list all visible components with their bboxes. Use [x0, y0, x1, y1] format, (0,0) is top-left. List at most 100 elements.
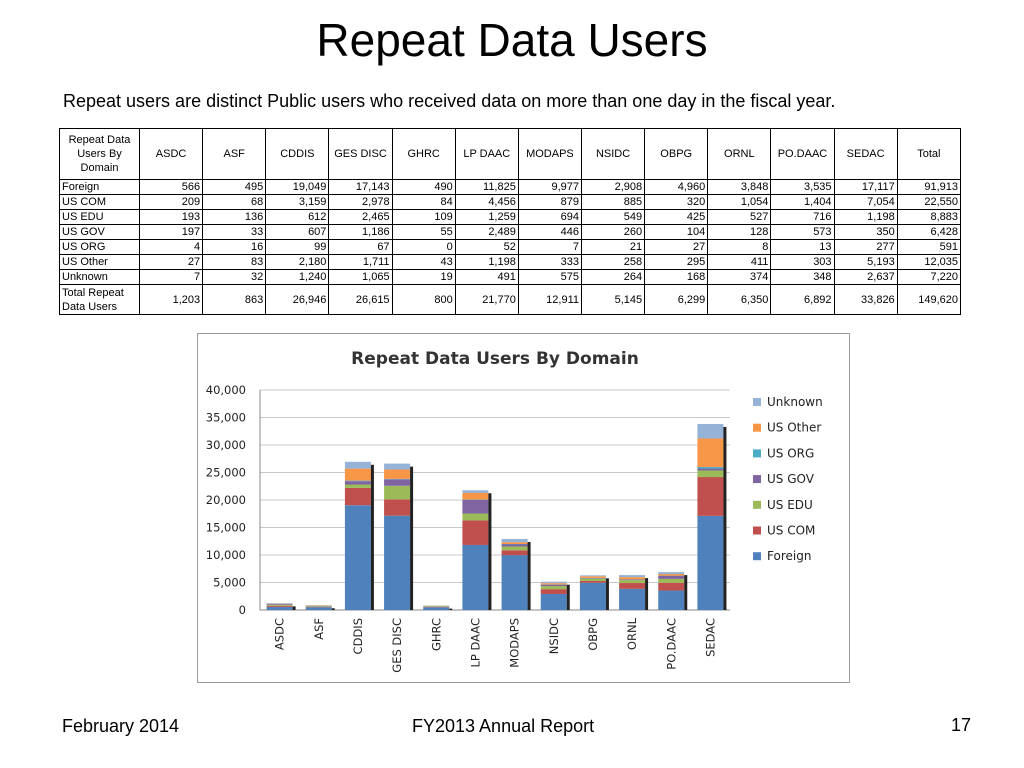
y-tick-label: 35,000 — [206, 411, 246, 425]
bar-shadow — [449, 608, 453, 610]
table-cell: 258 — [580, 254, 646, 270]
legend-swatch — [753, 475, 761, 484]
bar-segment — [462, 520, 489, 545]
table-cell: 104 — [644, 224, 709, 240]
repeat-users-table: Repeat Data Users By Domain ASDC ASF CDDIS G… — [59, 128, 962, 315]
chart-title: Repeat Data Users By Domain — [351, 349, 639, 369]
table-cell: 1,198 — [833, 209, 898, 225]
table-cell: 2,637 — [833, 269, 898, 285]
table-cell: 295 — [644, 254, 709, 270]
bar-segment — [384, 463, 411, 470]
column-header: CDDIS — [265, 128, 330, 180]
table-cell: 1,054 — [707, 194, 772, 210]
table-cell: 43 — [391, 254, 456, 270]
row-label: Foreign — [59, 179, 140, 195]
table-cell: 527 — [707, 209, 772, 225]
bar-segment — [266, 606, 293, 610]
bar-segment — [619, 575, 646, 578]
table-cell: 800 — [391, 284, 456, 315]
bar-segment — [462, 544, 489, 610]
legend-swatch — [753, 526, 761, 535]
table-cell: 4,456 — [454, 194, 519, 210]
bar-segment — [423, 607, 450, 610]
column-header: Total — [896, 128, 962, 180]
table-cell: 55 — [391, 224, 456, 240]
bar-segment — [462, 513, 489, 521]
table-cell: 99 — [265, 239, 330, 255]
table-cell: 52 — [454, 239, 519, 255]
table-cell: 7,220 — [896, 269, 962, 285]
bar-segment — [462, 490, 489, 493]
bar-segment — [579, 575, 606, 577]
bar-segment — [501, 550, 528, 556]
table-cell: 350 — [833, 224, 898, 240]
table-cell: 6,350 — [707, 284, 772, 315]
table-cell: 7 — [138, 269, 204, 285]
bar-segment — [384, 485, 411, 500]
bar-shadow — [566, 584, 570, 610]
table-cell: 1,198 — [454, 254, 519, 270]
table-cell: 1,065 — [328, 269, 393, 285]
table-cell: 348 — [770, 269, 835, 285]
table-row: US COM 209 68 3,159 2,978 84 4,456 879 885 320 1,0… — [59, 194, 962, 210]
legend-swatch — [753, 423, 761, 432]
table-cell: 490 — [391, 179, 456, 195]
bar-segment — [579, 576, 606, 578]
table-cell: 21,770 — [454, 284, 519, 315]
table-row: Total Repeat Data Users 1,203 863 26,946 26,… — [59, 284, 962, 315]
bar-segment — [658, 574, 685, 576]
bar-segment — [266, 604, 293, 606]
table-cell: 128 — [707, 224, 772, 240]
bar-shadow — [488, 493, 492, 610]
table-cell: 26,615 — [328, 284, 393, 315]
table-cell: 19 — [391, 269, 456, 285]
bar-shadow — [527, 541, 531, 610]
bar-segment — [579, 580, 606, 583]
table-cell: 2,978 — [328, 194, 393, 210]
y-tick-label: 30,000 — [206, 438, 246, 452]
bar-segment — [384, 469, 411, 479]
bar-segment — [266, 605, 293, 607]
table-cell: 1,203 — [138, 284, 204, 315]
bar-segment — [619, 588, 646, 610]
legend-label: US ORG — [767, 446, 814, 460]
column-header: LP DAAC — [454, 128, 519, 180]
bar-segment — [462, 492, 489, 500]
table-cell: 7 — [517, 239, 582, 255]
column-header: PO.DAAC — [770, 128, 835, 180]
table-cell: 209 — [138, 194, 204, 210]
bar-segment — [266, 603, 293, 605]
bar-segment — [658, 582, 685, 591]
table-cell: 694 — [517, 209, 582, 225]
y-tick-label: 10,000 — [206, 548, 246, 562]
y-tick-label: 0 — [239, 603, 246, 617]
y-tick-label: 15,000 — [206, 521, 246, 535]
bar-segment — [619, 577, 646, 580]
table-cell: 1,404 — [770, 194, 835, 210]
bar-shadow — [292, 606, 296, 610]
table-cell: 716 — [770, 209, 835, 225]
table-corner-header: Repeat Data Users By Domain — [59, 128, 140, 180]
table-cell: 26,946 — [265, 284, 330, 315]
x-tick-label: ASF — [312, 618, 326, 640]
legend-label: US COM — [767, 524, 815, 538]
table-cell: 303 — [770, 254, 835, 270]
table-cell: 32 — [202, 269, 267, 285]
table-cell: 168 — [644, 269, 709, 285]
bar-segment — [501, 538, 528, 543]
table-cell: 5,145 — [580, 284, 646, 315]
table-cell: 136 — [202, 209, 267, 225]
table-cell: 879 — [517, 194, 582, 210]
legend-swatch — [753, 449, 761, 458]
row-label: US COM — [59, 194, 140, 210]
bar-segment — [540, 581, 567, 584]
table-cell: 67 — [328, 239, 393, 255]
legend-swatch — [753, 398, 761, 406]
footer-report-title: FY2013 Annual Report — [412, 716, 595, 736]
table-cell: 12,911 — [517, 284, 582, 315]
bar-segment — [344, 505, 371, 610]
column-header: MODAPS — [517, 128, 582, 180]
bar-shadow — [645, 578, 649, 610]
bar-segment — [462, 499, 489, 514]
legend-label: US GOV — [767, 472, 815, 486]
